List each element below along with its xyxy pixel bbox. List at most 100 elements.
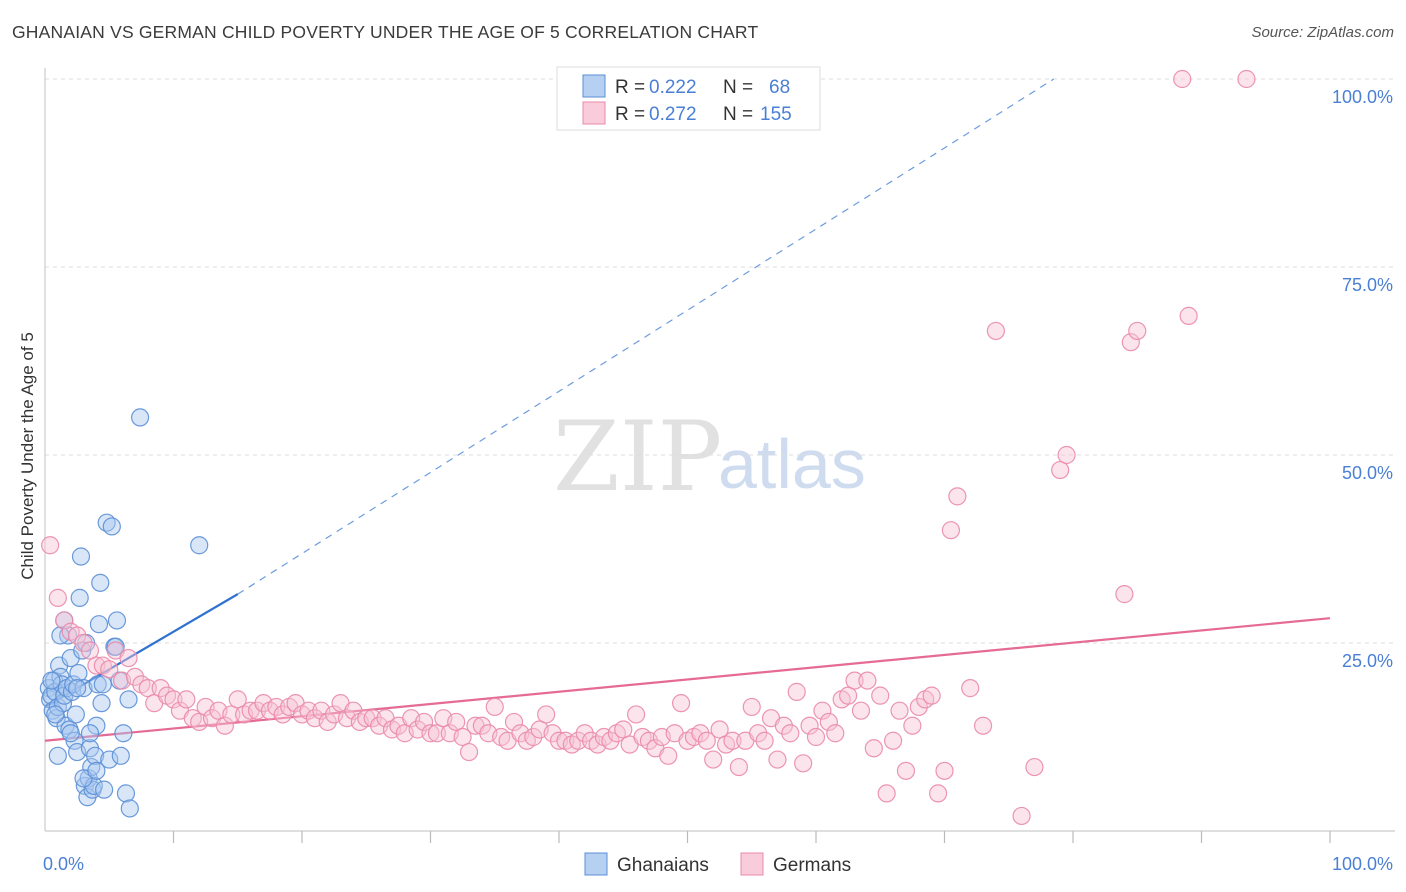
german-point: [774, 716, 793, 735]
german-point: [414, 712, 434, 732]
ghanaian-point: [190, 536, 209, 555]
legend-r-value: 0.272: [649, 104, 697, 125]
german-point: [1179, 306, 1198, 325]
x-tick-label: 0.0%: [43, 854, 84, 874]
legend-top: R = 0.222 N = 68 R = 0.272 N = 155: [556, 66, 821, 131]
legend-bottom-swatch-ghanaians: [584, 852, 608, 876]
ghanaian-point: [68, 679, 87, 698]
german-point: [48, 588, 67, 607]
x-tick-label: 100.0%: [1332, 854, 1393, 874]
german-point: [222, 705, 241, 724]
german-point: [826, 724, 845, 743]
y-tick-label: 75.0%: [1342, 275, 1393, 295]
german-point: [41, 536, 60, 555]
trend-lines: [44, 78, 1331, 742]
german-point: [903, 716, 922, 735]
german-trend-line: [44, 617, 1331, 742]
legend-swatch-germans: [582, 101, 606, 125]
ghanaian-point: [46, 705, 65, 724]
german-point: [318, 712, 337, 732]
german-point: [890, 701, 909, 720]
watermark-zip: ZIP: [553, 401, 722, 513]
german-points: [41, 69, 1256, 826]
ghanaian-point: [91, 573, 110, 592]
ghanaian-point: [86, 746, 105, 765]
german-point: [723, 731, 742, 750]
ghanaian-point: [116, 784, 136, 803]
german-point: [504, 712, 524, 732]
ghanaian-point: [107, 611, 127, 630]
ghanaian-point: [102, 517, 121, 536]
y-tick-label: 25.0%: [1342, 651, 1393, 671]
german-point: [729, 757, 749, 777]
german-point: [247, 701, 267, 720]
german-point: [614, 720, 633, 739]
german-point: [845, 671, 864, 690]
german-point: [575, 724, 594, 743]
ghanaian-point: [87, 761, 106, 780]
ghanaian-point: [69, 663, 88, 683]
source-label: Source: ZipAtlas.com: [1251, 24, 1394, 41]
ghanaian-point: [130, 408, 150, 427]
german-point: [569, 731, 588, 750]
legend-n-label: N =: [723, 104, 753, 125]
german-point: [864, 739, 883, 758]
german-point: [1012, 806, 1031, 826]
german-point: [961, 679, 980, 698]
legend-n-value: 68: [769, 77, 790, 98]
legend-bottom-swatch-germans: [740, 852, 764, 876]
german-point: [74, 633, 93, 653]
ghanaian-point: [119, 690, 138, 709]
y-axis-label: Child Poverty Under the Age of 5: [18, 332, 37, 580]
german-point: [896, 761, 916, 780]
german-point: [1057, 445, 1076, 465]
german-point: [100, 660, 119, 679]
ghanaian-trend-extension: [237, 78, 1055, 595]
german-point: [794, 754, 813, 773]
ghanaian-point: [80, 724, 100, 743]
german-point: [691, 724, 710, 743]
german-point: [877, 784, 896, 803]
ghanaian-point: [84, 776, 103, 795]
german-point: [421, 724, 440, 743]
y-tick-label: 50.0%: [1342, 463, 1393, 483]
ghanaian-point: [100, 750, 119, 769]
german-point: [671, 694, 691, 713]
german-point: [986, 321, 1006, 341]
ghanaian-point: [61, 724, 80, 743]
german-point: [819, 712, 838, 732]
german-point: [80, 641, 100, 660]
ghanaian-point: [89, 615, 109, 634]
german-point: [935, 761, 954, 780]
ghanaian-point: [114, 724, 133, 743]
german-point: [215, 716, 234, 735]
german-point: [1115, 585, 1134, 604]
german-point: [755, 731, 774, 750]
ghanaian-point: [92, 694, 111, 713]
legend-swatch-ghanaians: [582, 74, 606, 98]
german-point: [813, 701, 832, 720]
german-point: [941, 521, 961, 540]
german-point: [55, 611, 74, 630]
german-point: [710, 720, 729, 739]
legend-bottom-germans: Germans: [773, 855, 851, 876]
german-point: [524, 727, 543, 747]
german-point: [427, 724, 447, 743]
german-point: [273, 705, 292, 724]
german-point: [858, 671, 877, 690]
german-point: [1025, 757, 1044, 777]
german-point: [883, 731, 903, 750]
ghanaian-trend-line: [44, 593, 239, 708]
y-tick-label: 100.0%: [1332, 87, 1393, 107]
german-point: [151, 679, 170, 698]
german-point: [177, 690, 196, 709]
german-point: [125, 667, 145, 686]
german-point: [1237, 69, 1256, 89]
german-point: [768, 750, 787, 769]
german-point: [299, 701, 318, 720]
german-point: [537, 705, 556, 724]
gridlines: [45, 78, 1395, 644]
german-point: [948, 487, 967, 506]
german-point: [839, 686, 858, 705]
